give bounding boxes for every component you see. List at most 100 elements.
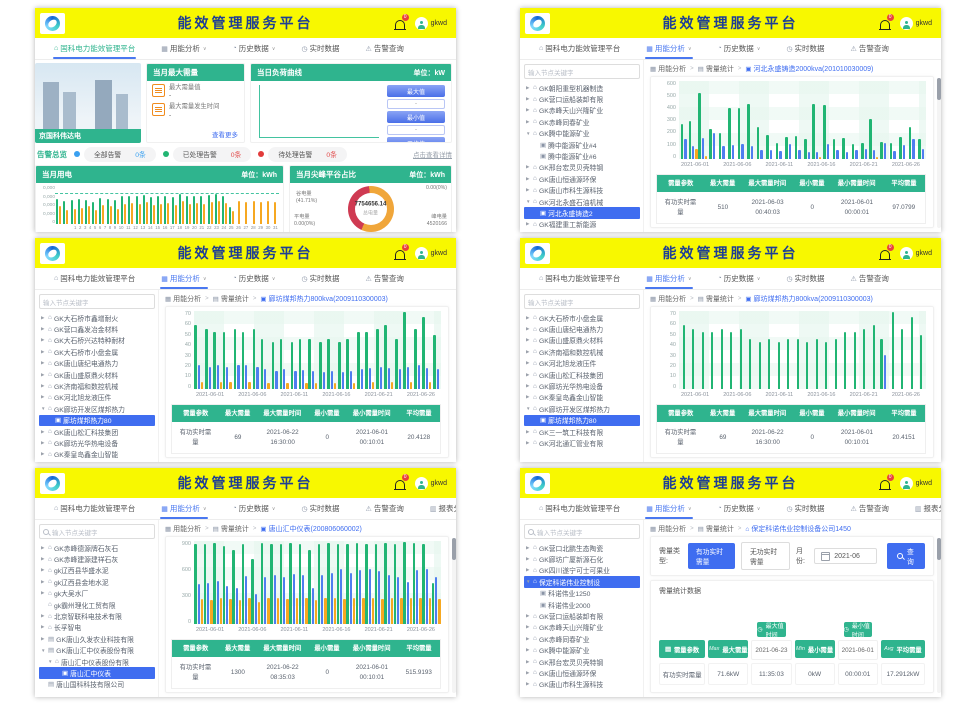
caret-right-icon[interactable]: ▶ xyxy=(41,578,45,584)
nav-item-0[interactable]: ▦ 用能分析 ∨ xyxy=(148,268,219,289)
caret-down-icon[interactable]: ▼ xyxy=(526,406,531,412)
nav-item-home[interactable]: ⌂ 国科电力能效管理平台 xyxy=(41,498,148,519)
breadcrumb-item[interactable]: ▣ 廊坊煤邦热力800kva(2009110300003) xyxy=(745,294,872,304)
caret-right-icon[interactable]: ▶ xyxy=(41,624,45,630)
caret-right-icon[interactable]: ▶ xyxy=(526,96,530,102)
tree-node[interactable]: ▶ ⌂ gk辽西县金地水泥 xyxy=(39,576,155,587)
caret-right-icon[interactable]: ▶ xyxy=(41,337,45,343)
tree-node[interactable]: ▼ ⌂ GK河北永盛石油机械 xyxy=(524,196,640,207)
caret-right-icon[interactable]: ▶ xyxy=(526,394,530,400)
caret-right-icon[interactable]: ▶ xyxy=(526,164,530,170)
scrollbar[interactable] xyxy=(452,538,456,693)
tree-node[interactable]: ▼ ⌂ GK廊坊开发区煤邦热力 xyxy=(524,403,640,414)
caret-down-icon[interactable]: ▼ xyxy=(526,199,531,205)
tree-node[interactable]: ▶ ⌂ GK赤峰同春矿业 xyxy=(524,633,640,644)
tree-node[interactable]: ▶⌂GK三一筑工科技有限 xyxy=(524,426,640,437)
tree-node[interactable]: ▶ ⌂ GK腾中能源矿业 xyxy=(524,645,640,656)
tree-node[interactable]: ▶ ⌂ GK赤峰天山兴隆矿业 xyxy=(524,622,640,633)
notification-bell[interactable]: 0 xyxy=(878,244,894,260)
breadcrumb-item[interactable]: ▦ 用能分析 xyxy=(650,294,686,304)
caret-down-icon[interactable]: ▼ xyxy=(526,130,531,136)
caret-right-icon[interactable]: ▶ xyxy=(41,635,45,641)
tree-node[interactable]: ▶⌂GK三一筑工科技有限 xyxy=(39,460,155,462)
user-menu[interactable]: gkwd xyxy=(414,16,447,30)
query-button[interactable]: 查询 xyxy=(887,543,925,569)
caret-right-icon[interactable]: ▶ xyxy=(526,647,530,653)
caret-right-icon[interactable]: ▶ xyxy=(526,337,530,343)
breadcrumb-item[interactable]: ▤ 需量统计 xyxy=(213,524,249,534)
breadcrumb-item[interactable]: ▦ 用能分析 xyxy=(165,524,201,534)
nav-item-1[interactable]: ◔ 历史数据 ∨ xyxy=(220,38,289,59)
view-more-link[interactable]: 查看更多 xyxy=(212,132,238,139)
caret-right-icon[interactable]: ▶ xyxy=(526,567,530,573)
nav-item-0[interactable]: ▦ 用能分析 ∨ xyxy=(633,268,704,289)
nav-item-2[interactable]: ◷ 实时数据 xyxy=(288,268,352,289)
tree-node[interactable]: ▶ ⌂ gk大吴水厂 xyxy=(39,588,155,599)
nav-item-0[interactable]: ▦ 用能分析 ∨ xyxy=(633,38,704,59)
tree-node[interactable]: ▼ ⌂ GK廊坊开发区煤邦热力 xyxy=(39,403,155,414)
caret-down-icon[interactable]: ▼ xyxy=(526,579,531,585)
scrollbar[interactable] xyxy=(937,78,941,228)
caret-right-icon[interactable]: ▶ xyxy=(41,544,45,550)
caret-right-icon[interactable]: ▶ xyxy=(41,371,45,377)
caret-right-icon[interactable]: ▶ xyxy=(526,428,530,434)
tree-node[interactable]: ▶ ⌂ GK唐山市科生源科技 xyxy=(524,185,640,196)
tree-node[interactable]: ▶ ⌂ GK营口运船装卸有限 xyxy=(524,93,640,105)
breadcrumb-item[interactable]: ▤ 需量统计 xyxy=(213,294,249,304)
breadcrumb-item[interactable]: ⌂ 保定科诺伟业控制设备公司1450 xyxy=(745,524,851,534)
scrollbar-thumb[interactable] xyxy=(937,78,941,100)
alarm-detail-link[interactable]: 点击查看详情 xyxy=(413,152,452,159)
caret-right-icon[interactable]: ▶ xyxy=(41,360,45,366)
tree-node[interactable]: ▶ ⌂ GK济南福和数控机械 xyxy=(524,346,640,357)
nav-item-1[interactable]: ◔ 历史数据 ∨ xyxy=(220,498,289,519)
caret-right-icon[interactable]: ▶ xyxy=(526,348,530,354)
tree-node[interactable]: ▶ ⌂ GK廊坊光华热电设备 xyxy=(524,380,640,392)
caret-right-icon[interactable]: ▶ xyxy=(526,314,530,320)
tree-node[interactable]: ▶ ⌂ GK邢台宏灵贝壳特钢 xyxy=(524,162,640,173)
caret-right-icon[interactable]: ▶ xyxy=(526,624,530,630)
tree-node[interactable]: ▶ ⌂ GK廊坊光华热电设备 xyxy=(39,437,155,448)
tree-node[interactable]: ▶ ⌂ GK赤峰建源建祥石灰 xyxy=(39,553,155,565)
tree-node[interactable]: ▶ ⌂ GK唐山唐纪电通热力 xyxy=(524,323,640,335)
nav-item-report[interactable]: ▥报表分析∨ xyxy=(902,498,941,519)
alarm-chip[interactable]: 已处理告警 0条 xyxy=(172,146,252,162)
month-picker[interactable]: 2021-06 xyxy=(814,548,877,564)
nav-item-3[interactable]: ⚠ 告警查询 xyxy=(353,38,417,59)
nav-item-report[interactable]: ▥报表分析∨ xyxy=(417,498,456,519)
nav-item-3[interactable]: ⚠ 告警查询 xyxy=(838,268,902,289)
tree-node[interactable]: ▣ 科诺伟业1250 xyxy=(524,588,640,599)
caret-right-icon[interactable]: ▶ xyxy=(526,175,530,181)
tree-node[interactable]: ▶ ⌂ GK大石桥市小盘金属 xyxy=(524,312,640,323)
nav-item-2[interactable]: ◷ 实时数据 xyxy=(773,38,837,59)
tree-node[interactable]: ▣ 腾中能源矿业#4 xyxy=(524,139,640,150)
caret-right-icon[interactable]: ▶ xyxy=(526,118,530,124)
caret-right-icon[interactable]: ▶ xyxy=(526,544,530,550)
tree-node[interactable]: ▶ ⌂ GK济南福和数控机械 xyxy=(39,380,155,392)
tree-node[interactable]: ▶ ⌂ GK赤峰同春矿业 xyxy=(524,116,640,127)
caret-down-icon[interactable]: ▼ xyxy=(48,659,53,665)
scrollbar-thumb[interactable] xyxy=(452,538,456,560)
node-search-input[interactable]: 输入节点关键字 xyxy=(524,294,640,309)
tree-node[interactable]: ▶ ⌂ GK唐山恒通源环保 xyxy=(524,667,640,678)
scrollbar-thumb[interactable] xyxy=(937,538,941,560)
tree-node[interactable]: ▣ 廊坊煤邦热力80 xyxy=(39,414,155,426)
tree-node[interactable]: ▶ ▤ GK唐山久发农业科技有限 xyxy=(39,633,155,644)
demand-type-button-0[interactable]: 有功实时需量 xyxy=(687,543,735,569)
tree-node[interactable]: ▶ ⌂ GK大石桥市小盘金属 xyxy=(39,346,155,357)
tree-node[interactable]: ▣ 廊坊煤邦热力80 xyxy=(524,414,640,426)
tree-node[interactable]: ▶ ⌂ GK邢台宏灵贝壳特钢 xyxy=(524,656,640,667)
nav-item-1[interactable]: ◔ 历史数据 ∨ xyxy=(705,38,774,59)
node-search-input[interactable]: 输入节点关键字 xyxy=(39,524,155,539)
nav-item-3[interactable]: ⚠ 告警查询 xyxy=(353,498,417,519)
breadcrumb-item[interactable]: ▦ 用能分析 xyxy=(650,524,686,534)
tree-node[interactable]: ▶ ⌂ GK河北旭龙液压件 xyxy=(524,358,640,369)
nav-item-home[interactable]: ⌂ 国科电力能效管理平台 xyxy=(526,498,633,519)
alarm-chip[interactable]: 待处理告警 0条 xyxy=(268,146,347,162)
nav-item-0[interactable]: ▦ 用能分析 ∨ xyxy=(633,498,704,519)
nav-item-3[interactable]: ⚠ 告警查询 xyxy=(353,268,417,289)
breadcrumb-item[interactable]: ▦ 用能分析 xyxy=(650,64,686,74)
tree-node[interactable]: ▶ ⌂ GK大石桥市鑫增耐火 xyxy=(39,312,155,323)
caret-right-icon[interactable]: ▶ xyxy=(41,326,45,332)
nav-item-1[interactable]: ◔ 历史数据 ∨ xyxy=(705,268,774,289)
tree-node[interactable]: ▶ ⌂ GK唐山松汇科技集团 xyxy=(524,369,640,380)
